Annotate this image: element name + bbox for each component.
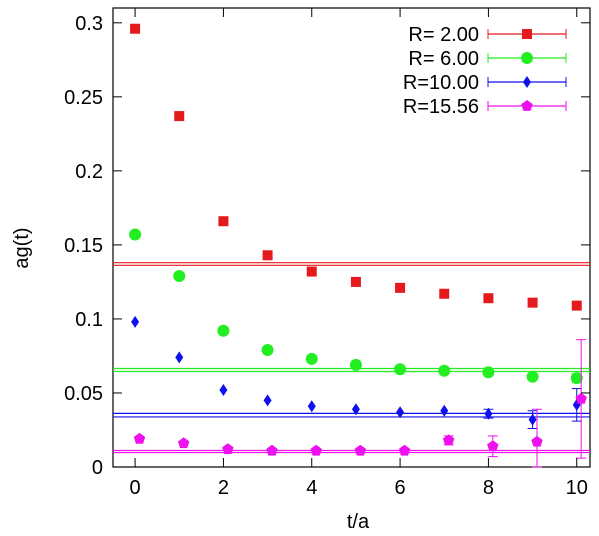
data-point bbox=[440, 404, 449, 417]
data-point bbox=[175, 351, 184, 364]
x-tick-label: 6 bbox=[395, 477, 406, 499]
legend-marker bbox=[521, 100, 533, 111]
data-point bbox=[218, 216, 229, 227]
data-point bbox=[133, 432, 146, 444]
data-point bbox=[528, 413, 537, 426]
data-point bbox=[526, 370, 539, 383]
data-point bbox=[262, 250, 273, 261]
data-point bbox=[439, 288, 450, 299]
x-tick-label: 8 bbox=[483, 477, 494, 499]
data-point bbox=[263, 394, 272, 407]
y-tick-label: 0.15 bbox=[64, 235, 103, 257]
legend-label: R= 2.00 bbox=[408, 24, 479, 46]
y-axis-label: ag(t) bbox=[11, 227, 33, 268]
data-point bbox=[531, 435, 543, 447]
data-point bbox=[219, 384, 228, 397]
data-point bbox=[527, 297, 538, 308]
x-tick-label: 4 bbox=[306, 477, 317, 499]
y-tick-label: 0 bbox=[92, 457, 103, 479]
legend-marker bbox=[522, 29, 532, 39]
y-tick-label: 0.3 bbox=[75, 13, 103, 35]
data-point bbox=[217, 324, 230, 337]
data-point bbox=[394, 363, 407, 376]
data-point bbox=[129, 228, 142, 241]
data-point bbox=[395, 282, 406, 293]
plot-frame bbox=[112, 7, 591, 468]
data-point bbox=[354, 444, 367, 456]
data-point bbox=[177, 437, 190, 449]
legend-label: R=15.56 bbox=[403, 96, 479, 118]
y-tick-label: 0.05 bbox=[64, 383, 103, 405]
data-point bbox=[174, 111, 185, 122]
data-point bbox=[442, 434, 455, 446]
x-tick-label: 0 bbox=[130, 477, 141, 499]
legend: R= 2.00R= 6.00R=10.00R=15.56 bbox=[403, 24, 567, 118]
data-point bbox=[222, 443, 234, 455]
data-point bbox=[310, 444, 322, 456]
data-point bbox=[487, 440, 499, 452]
data-point bbox=[570, 372, 583, 385]
x-tick-label: 2 bbox=[218, 477, 229, 499]
data-point bbox=[571, 300, 582, 311]
y-tick-label: 0.25 bbox=[64, 87, 103, 109]
data-point bbox=[350, 276, 361, 287]
data-point bbox=[131, 315, 140, 328]
data-point bbox=[130, 23, 141, 34]
y-tick-label: 0.1 bbox=[75, 309, 103, 331]
data-point bbox=[307, 400, 316, 413]
data-point bbox=[396, 406, 405, 419]
data-point bbox=[483, 293, 494, 304]
plot-area-border bbox=[112, 7, 591, 468]
x-tick-label: 10 bbox=[566, 477, 588, 499]
data-point bbox=[351, 403, 360, 416]
tick-labels: 0 2 4 6 8 10 0 0.05 0.1 0.15 0.2 0.25 0.3 bbox=[64, 13, 588, 499]
data-point bbox=[173, 269, 186, 282]
data-point bbox=[438, 364, 451, 377]
legend-marker bbox=[521, 52, 533, 64]
data-point bbox=[484, 407, 493, 420]
y-tick-label: 0.2 bbox=[75, 161, 103, 183]
legend-marker bbox=[523, 76, 531, 88]
data-points bbox=[129, 23, 587, 468]
legend-label: R=10.00 bbox=[403, 72, 479, 94]
data-point bbox=[482, 366, 495, 379]
legend-label: R= 6.00 bbox=[408, 48, 479, 70]
data-point bbox=[398, 444, 411, 456]
data-point bbox=[306, 266, 317, 277]
data-point bbox=[266, 444, 278, 456]
data-point bbox=[261, 344, 274, 357]
data-point bbox=[305, 352, 318, 365]
fit-bands bbox=[113, 262, 590, 454]
data-point bbox=[575, 392, 587, 404]
axes-ticks bbox=[113, 8, 590, 468]
x-axis-label: t/a bbox=[347, 511, 370, 533]
data-point bbox=[349, 358, 362, 371]
